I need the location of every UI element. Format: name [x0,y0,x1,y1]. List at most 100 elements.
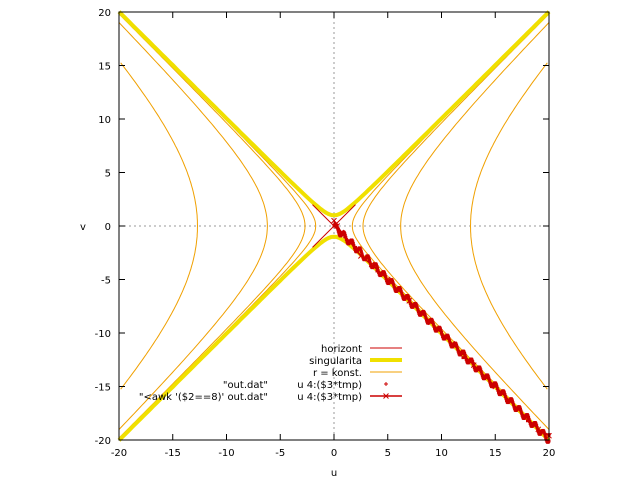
data-point [519,407,523,411]
data-point [494,383,498,387]
data-point [364,256,368,260]
data-point [375,269,379,273]
data-point [360,254,364,258]
data-point [479,368,483,372]
data-point [374,263,378,267]
data-point [392,285,396,289]
data-point [483,376,486,380]
data-point [399,289,403,293]
data-point [359,248,363,252]
data-point [496,388,500,392]
y-tick-label: 10 [98,115,111,126]
awk-series-point [358,253,364,259]
awk-series-point [492,383,499,390]
data-point [510,399,514,403]
x-tick-label: -15 [165,448,181,459]
data-point [464,357,468,361]
series-layer [117,10,552,444]
data-point [447,337,451,341]
awk-series-point [513,405,520,411]
data-point [344,237,348,241]
data-point [354,245,357,249]
legend-label-rkonst: r = konst. [313,368,362,379]
data-point [337,231,341,235]
data-point [486,374,490,378]
data-point [376,266,380,270]
data-point [431,320,435,324]
awk-series-point [406,298,413,304]
data-point [391,279,395,283]
data-point [446,335,450,339]
data-point [502,391,506,395]
data-point [415,306,419,310]
data-point [544,436,548,440]
data-point [375,264,379,268]
data-point [463,351,467,355]
data-point [512,405,516,409]
data-point [448,341,452,345]
x-axis-label: u [331,468,337,479]
data-point [399,287,403,291]
data-point [534,422,538,426]
x-tick-label: 10 [435,448,448,459]
data-point [367,258,371,262]
data-point [391,281,395,285]
x-tick-label: 20 [543,448,556,459]
data-point [511,401,515,405]
y-tick-label: 0 [105,222,111,233]
y-tick-label: -15 [95,383,111,394]
data-point [352,244,356,248]
data-point [337,229,341,233]
data-point [360,252,364,256]
data-point [471,360,475,364]
awk-series-point [368,261,375,268]
x-tick-label: -20 [111,448,127,459]
data-point [400,293,404,297]
data-point [415,304,419,308]
data-point [487,376,491,380]
data-point [383,271,387,275]
awk-series-point [347,239,353,245]
data-point [503,393,507,397]
data-point [367,256,371,260]
data-point [336,227,340,231]
data-point [519,409,523,413]
r-konst-curve [119,14,306,438]
data-point [433,326,437,330]
data-point [377,270,381,274]
data-point [488,382,492,386]
tick-labels: -20 -15 -10 -5 0 5 10 15 20 -20 -15 -10 -5 0 5 10 15 20 [95,8,556,459]
data-point [455,345,459,349]
data-point [407,296,411,300]
x-tick-label: -5 [275,448,285,459]
data-point [455,343,459,347]
data-point [383,273,387,277]
data-point [439,328,443,332]
data-point [527,415,531,419]
data-point [351,242,355,246]
data-point [535,424,539,428]
data-point [480,374,484,378]
r-konst-curve [469,62,548,390]
singularita-curve-upper [117,10,551,218]
data-point [351,240,355,244]
awk-series-point [427,319,434,326]
y-tick-label: 5 [105,169,111,180]
r-konst-curve [120,62,199,390]
y-axis-label: v [80,222,86,233]
y-tick-label: -20 [95,436,111,447]
data-point [416,310,420,314]
awk-series-point [470,362,477,368]
data-point [495,384,499,388]
x-tick-label: -10 [218,448,234,459]
y-tick-label: 15 [98,62,111,73]
y-tick-label: 20 [98,8,111,19]
data-point [472,366,476,370]
x-tick-label: 5 [385,448,391,459]
data-point [359,250,363,254]
data-point [422,311,426,315]
data-point [536,430,540,434]
data-point [440,333,444,337]
